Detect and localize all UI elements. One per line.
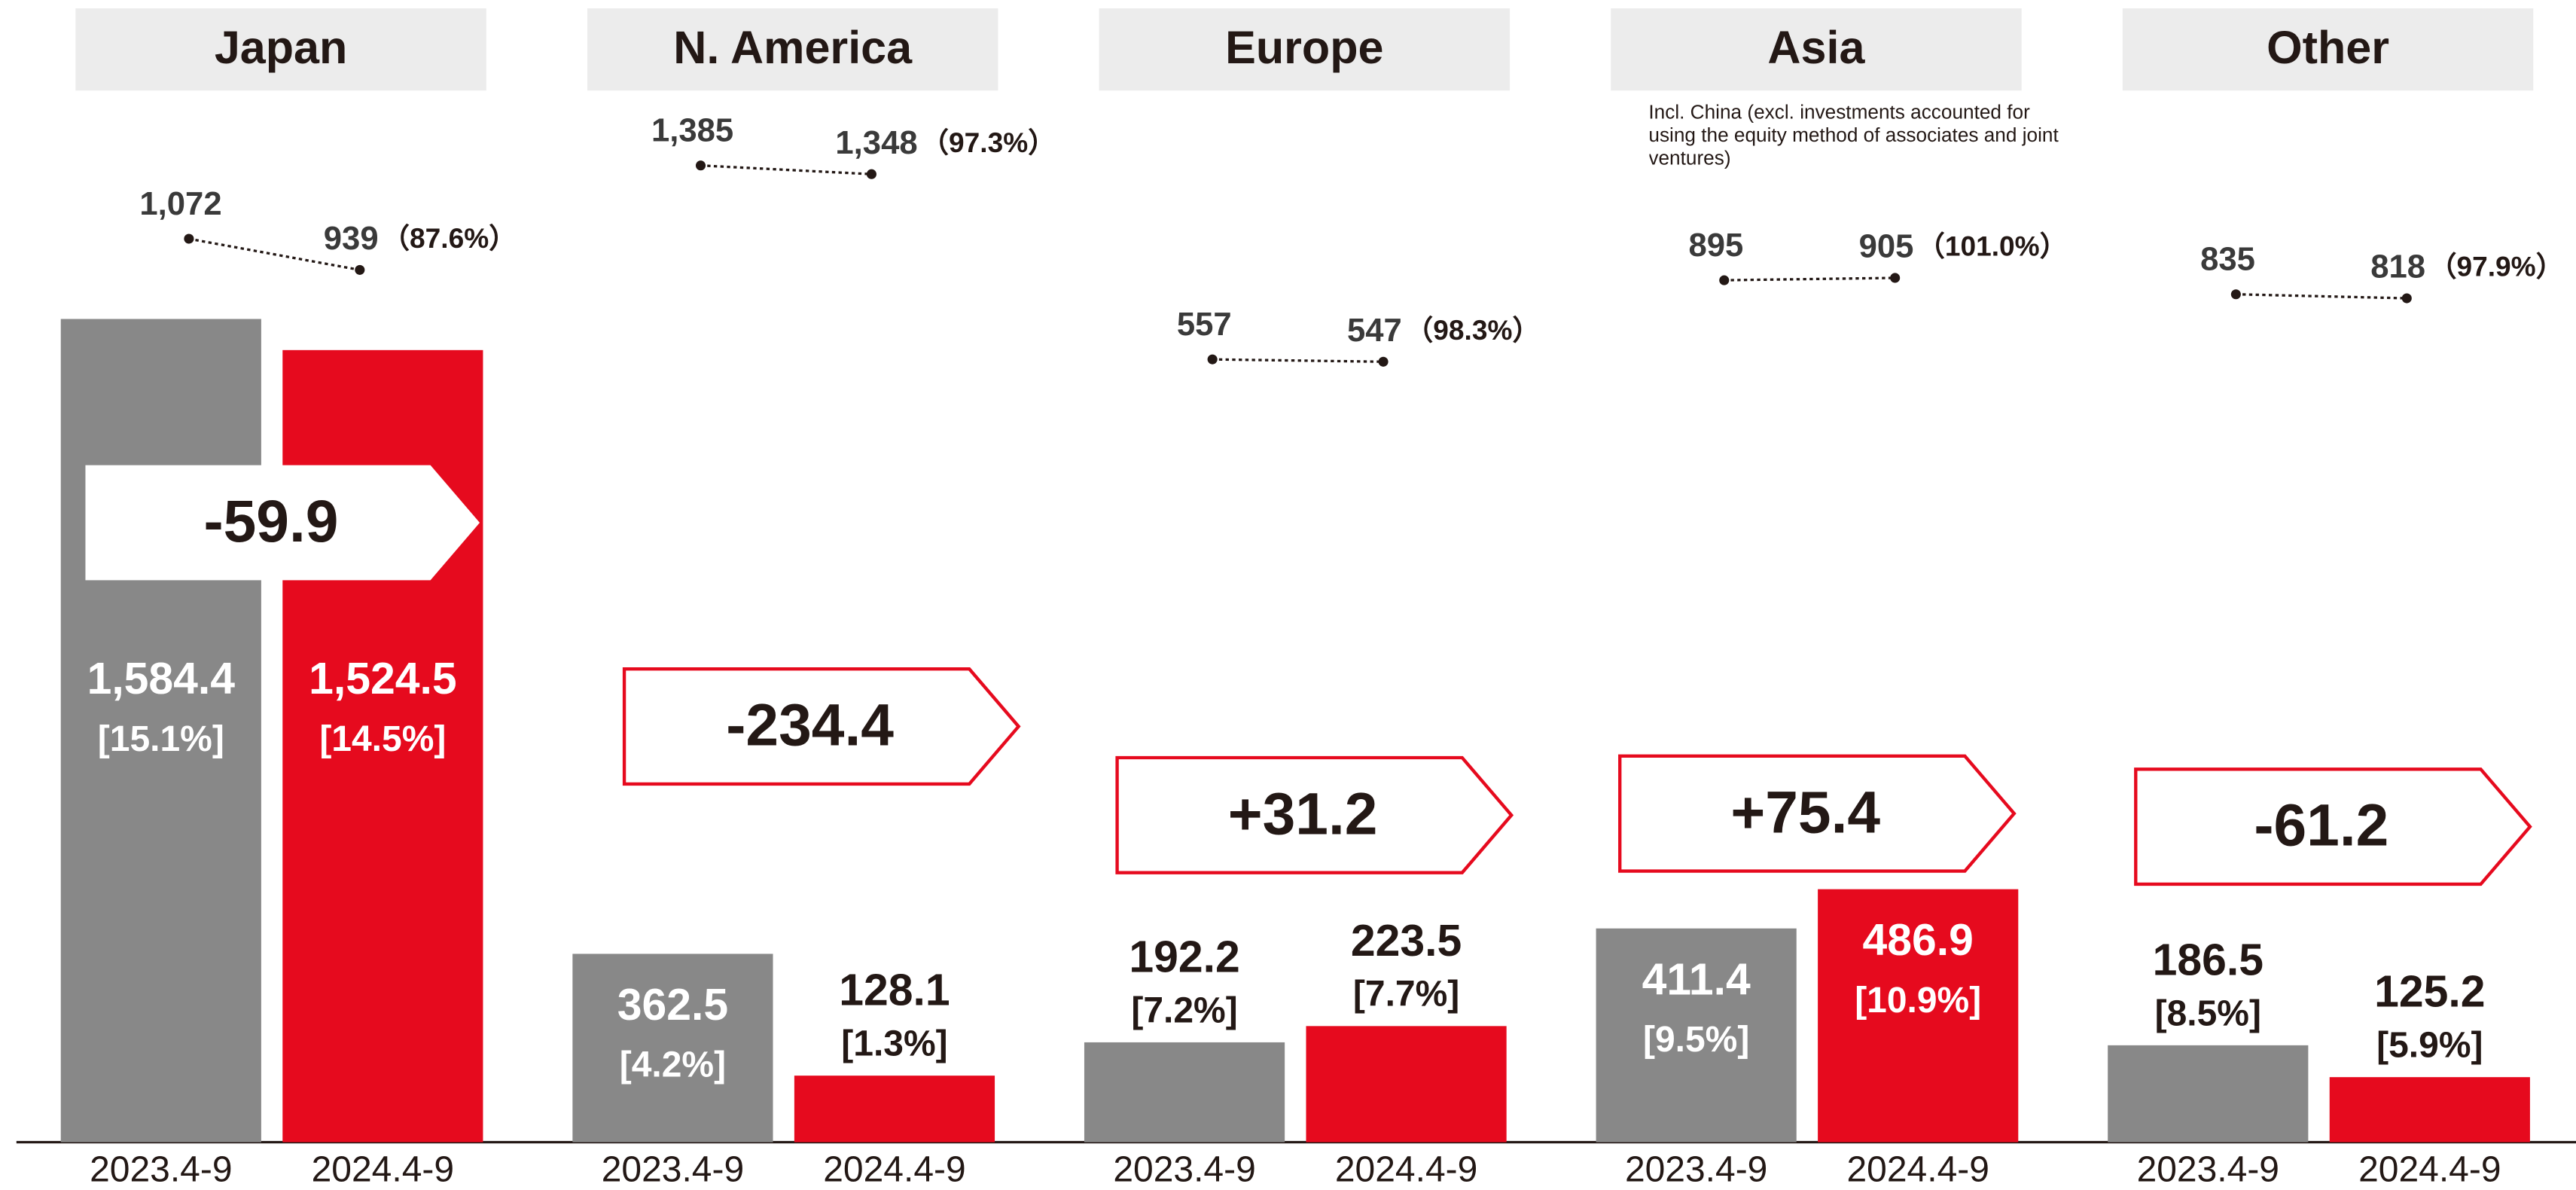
region-note: Incl. China (excl. investments accounted…	[1648, 100, 2059, 169]
unit-label-group: 818 （97.9%）	[2370, 249, 2563, 285]
bar	[2108, 1045, 2309, 1143]
unit-label: 557	[1177, 307, 1232, 343]
region-header: Other	[2267, 22, 2389, 73]
share-label: [15.1%]	[98, 719, 224, 759]
x-tick-label: 2023.4-9	[1625, 1149, 1767, 1189]
value-label: 486.9	[1863, 916, 1974, 965]
note-box: Incl. China (excl. investments accounted…	[1648, 100, 2059, 169]
unit-label: 905	[1859, 228, 1914, 264]
unit-dot	[1719, 275, 1730, 285]
change-arrow	[85, 465, 480, 581]
region-header: Europe	[1225, 22, 1383, 73]
unit-dot	[2230, 289, 2241, 300]
unit-label-group: 1,348 （97.3%）	[835, 124, 1056, 160]
unit-dot	[1890, 273, 1901, 283]
share-label: [8.5%]	[2155, 993, 2261, 1033]
ratio-label: （98.3%）	[1405, 314, 1540, 346]
region-header-bg	[2122, 8, 2534, 91]
unit-label-group: 939 （87.6%）	[324, 221, 517, 257]
bar	[572, 954, 773, 1143]
x-tick-label: 2024.4-9	[312, 1149, 454, 1189]
ratio-label: （97.9%）	[2428, 251, 2563, 282]
unit-label: 1,072	[139, 186, 221, 222]
region-header-bg	[75, 8, 486, 91]
x-tick-label: 2023.4-9	[2137, 1149, 2279, 1189]
unit-label: 895	[1688, 227, 1743, 264]
unit-label: 1,348	[835, 124, 917, 160]
region-header: Japan	[215, 22, 348, 73]
unit-line	[1724, 276, 1895, 282]
region-header-bg	[1611, 8, 2022, 91]
share-label: [14.5%]	[319, 719, 446, 759]
ratio-label: （101.0%）	[1917, 230, 2068, 261]
region-header: N. America	[673, 22, 913, 73]
x-tick-label: 2024.4-9	[1846, 1149, 1989, 1189]
value-label: 1,524.5	[309, 654, 456, 703]
unit-label: 835	[2200, 242, 2255, 278]
change-label: -61.2	[2254, 792, 2389, 859]
x-tick-label: 2024.4-9	[1335, 1149, 1477, 1189]
share-label: [7.7%]	[1353, 975, 1459, 1015]
unit-line	[1212, 358, 1384, 363]
region-header: Asia	[1767, 22, 1865, 73]
unit-dot	[1207, 354, 1218, 365]
unit-dot	[355, 264, 365, 275]
share-label: [1.3%]	[841, 1024, 947, 1064]
change-arrow	[622, 667, 1021, 786]
share-label: [10.9%]	[1855, 981, 1981, 1021]
x-tick-label: 2023.4-9	[1113, 1149, 1255, 1189]
unit-label-group: 905 （101.0%）	[1859, 228, 2068, 264]
x-tick-label: 2023.4-9	[90, 1149, 232, 1189]
value-label: 223.5	[1351, 917, 1462, 966]
value-label: 125.2	[2374, 968, 2485, 1017]
x-tick-label: 2024.4-9	[823, 1149, 965, 1189]
unit-label: 547	[1347, 313, 1402, 349]
region-header-bg	[587, 8, 998, 91]
change-label: -59.9	[203, 488, 338, 554]
unit-line	[700, 164, 872, 175]
change-arrow	[1115, 755, 1514, 874]
value-label: 192.2	[1129, 932, 1239, 981]
x-tick-label: 2023.4-9	[602, 1149, 744, 1189]
unit-dot	[695, 160, 706, 171]
unit-label: 818	[2370, 249, 2425, 285]
value-label: 411.4	[1642, 955, 1751, 1004]
unit-label: 939	[324, 221, 379, 257]
bar	[1306, 1026, 1507, 1143]
ratio-label: （97.3%）	[921, 127, 1056, 158]
unit-line	[2236, 293, 2407, 300]
value-label: 128.1	[839, 966, 950, 1015]
unit-label: 1,385	[651, 113, 733, 149]
change-label: -234.4	[726, 692, 894, 758]
bar	[1818, 889, 2019, 1143]
value-label: 186.5	[2153, 935, 2264, 984]
change-arrow	[2134, 767, 2532, 886]
share-label: [5.9%]	[2376, 1026, 2483, 1066]
bar	[1084, 1042, 1285, 1143]
bar	[60, 319, 261, 1143]
change-arrow	[1618, 754, 2017, 873]
bar	[1596, 928, 1797, 1143]
share-label: [7.2%]	[1131, 990, 1237, 1030]
region-header-bg	[1099, 8, 1511, 91]
value-label: 1,584.4	[87, 654, 236, 703]
unit-label-group: 547 （98.3%）	[1347, 313, 1540, 349]
change-label: +75.4	[1730, 779, 1880, 845]
ratio-label: （87.6%）	[382, 222, 517, 254]
bar	[794, 1076, 995, 1143]
change-label: +31.2	[1228, 780, 1378, 847]
unit-dot	[1378, 356, 1389, 367]
unit-line	[188, 237, 361, 272]
share-label: [9.5%]	[1643, 1020, 1749, 1060]
unit-dot	[866, 169, 876, 179]
unit-dot	[2401, 293, 2412, 304]
share-label: [4.2%]	[620, 1045, 726, 1085]
x-tick-label: 2024.4-9	[2358, 1149, 2501, 1189]
bar	[2329, 1077, 2530, 1143]
value-label: 362.5	[617, 981, 728, 1030]
unit-dot	[184, 233, 194, 244]
